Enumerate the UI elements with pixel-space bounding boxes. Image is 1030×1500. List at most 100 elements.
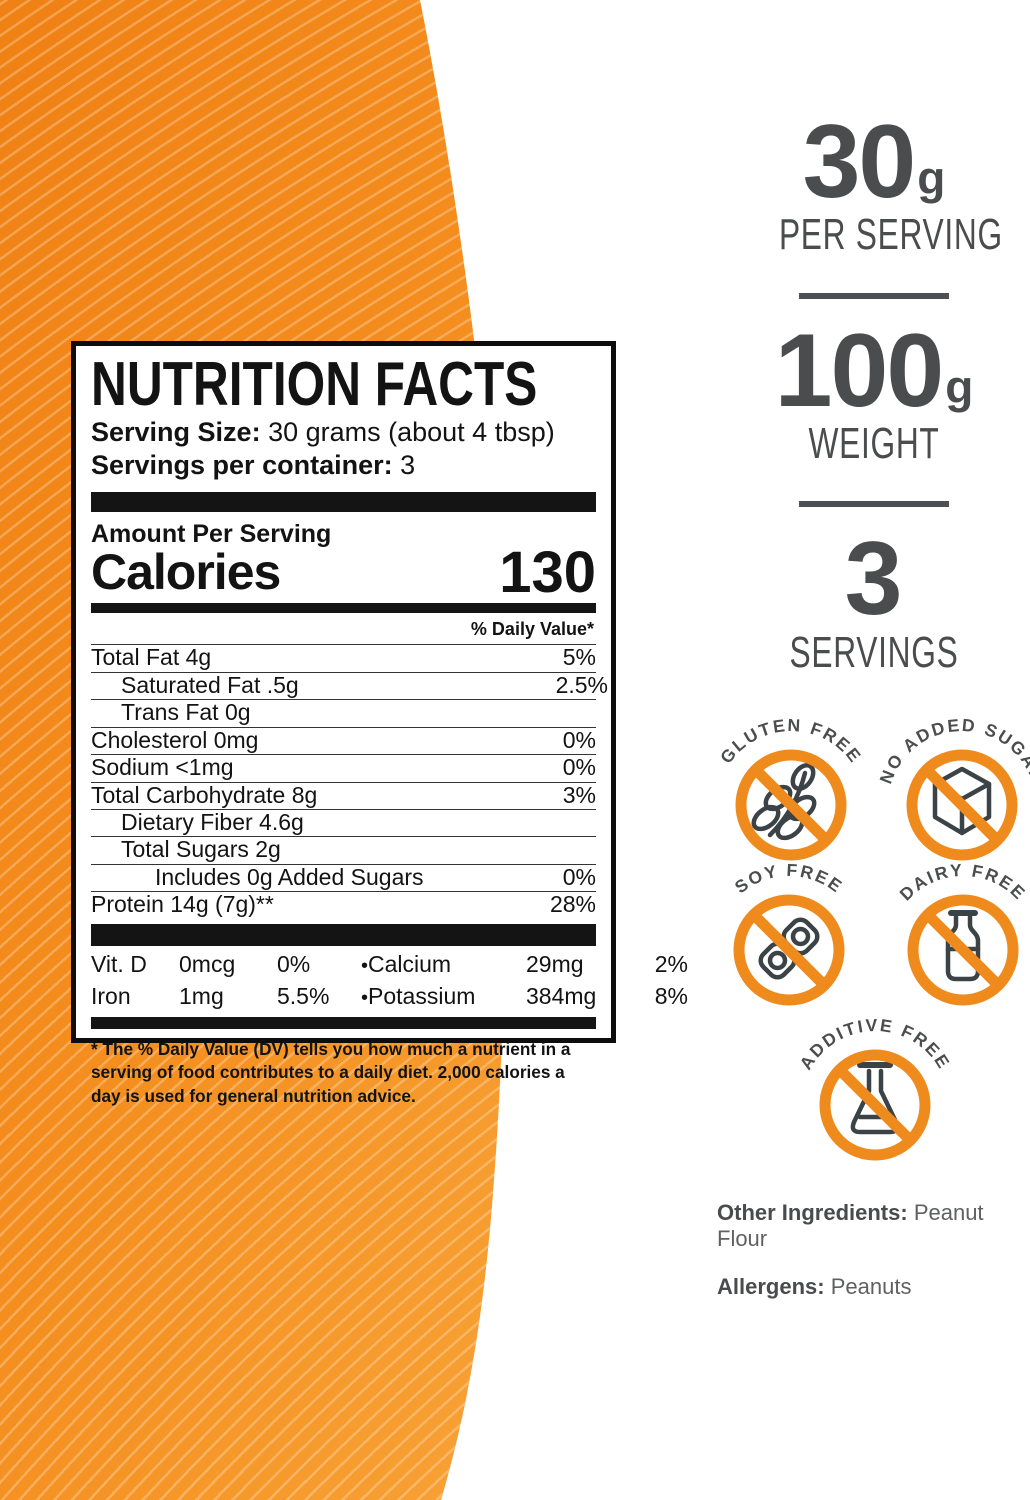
servings-label: Servings per container: (91, 449, 393, 480)
allergens-value: Peanuts (830, 1273, 912, 1299)
nutrient-dv: 2.5% (555, 671, 608, 698)
stat-value: 100 g (742, 312, 1006, 429)
daily-value-header: % Daily Value* (91, 613, 596, 646)
allergens-label: Allergens: (717, 1273, 825, 1299)
stat-number: 3 (844, 521, 903, 638)
stat-number: 30 (802, 104, 917, 220)
badge-additive-free: ADDITIVE FREE (795, 1015, 952, 1161)
table-row: Dietary Fiber 4.6g (91, 808, 596, 838)
badge-soy-free: SOY FREE (731, 860, 847, 1006)
prohibition-slash (924, 911, 1002, 989)
nutrient-label: Total Fat 4g (91, 644, 212, 671)
table-row: Vit. D 0mcg 0% • Calcium 29mg 2% (91, 948, 688, 980)
micro-name: Calcium (368, 950, 452, 977)
prohibition-slash (752, 766, 830, 844)
nutrient-dv: 0% (562, 754, 596, 781)
micro-name: Vit. D (91, 950, 147, 977)
micro-amount: 29mg (526, 950, 584, 977)
micro-amount: 1mg (179, 982, 224, 1009)
prohibition-ring (907, 894, 1019, 1006)
table-row: Saturated Fat .5g 2.5% (91, 671, 608, 701)
nutrient-label: Dietary Fiber 4.6g (121, 808, 304, 835)
divider (799, 292, 949, 299)
prohibition-ring (819, 1049, 931, 1161)
table-row: Includes 0g Added Sugars 0% (91, 863, 596, 893)
stat-label: SERVINGS (789, 627, 959, 677)
badge-gluten-free: GLUTEN FREE (716, 715, 864, 861)
servings-value: 3 (400, 449, 416, 480)
micro-amount: 0mcg (179, 950, 236, 977)
table-row: Total Carbohydrate 8g 3% (91, 783, 596, 810)
separator-bar (91, 491, 596, 512)
stat-servings: 3 SERVINGS (742, 521, 1006, 677)
footer-info: Other Ingredients: Peanut Flour Allergen… (717, 1200, 1030, 1321)
other-ingredients-label: Other Ingredients: (717, 1200, 908, 1225)
table-row: Trans Fat 0g (91, 699, 596, 728)
nutrient-dv: 28% (549, 891, 596, 918)
badge-dairy-free: DAIRY FREE (896, 860, 1028, 1006)
stat-unit: g (917, 152, 946, 205)
nutrient-rows: Total Fat 4g 5% Saturated Fat .5g 2.5% T… (91, 644, 608, 919)
prohibition-slash (836, 1066, 914, 1144)
amount-per-serving-label: Amount Per Serving (91, 519, 332, 548)
calories-value: 130 (499, 539, 596, 605)
nutrient-label: Protein 14g (7g)** (91, 891, 274, 918)
serving-size-value: 30 grams (about 4 tbsp) (268, 417, 555, 447)
prohibition-slash (750, 911, 828, 989)
badge-no-added-sugar: NO ADDED SUGAR (877, 715, 1030, 861)
panel-title: NUTRITION FACTS (91, 350, 538, 419)
other-ingredients-value: Peanut Flour (717, 1200, 984, 1252)
micro-dv: 0% (277, 950, 311, 977)
nutrient-label: Sodium <1mg (91, 754, 234, 781)
nutrient-label: Total Carbohydrate 8g (91, 781, 318, 808)
bullet-separator: • (361, 986, 369, 1009)
micronutrient-rows: Vit. D 0mcg 0% • Calcium 29mg 2% Iron 1m… (91, 948, 688, 1012)
micro-dv: 8% (654, 982, 689, 1009)
allergens-line: Allergens: Peanuts (717, 1274, 1030, 1300)
table-row: Protein 14g (7g)** 28% (91, 892, 596, 918)
table-row: Total Sugars 2g (91, 836, 596, 865)
prohibition-ring (733, 894, 845, 1006)
nutrient-label: Trans Fat 0g (121, 699, 251, 726)
table-row: Cholesterol 0mg 0% (91, 726, 596, 756)
micro-name: Iron (91, 982, 131, 1009)
micro-amount: 384mg (526, 982, 597, 1009)
calories-label: Calories (91, 543, 281, 600)
stat-label: WEIGHT (808, 418, 940, 468)
nutrient-label: Total Sugars 2g (121, 836, 281, 863)
stat-value: 30 g (742, 104, 1006, 220)
prohibition-ring (735, 749, 847, 861)
nutrient-dv: 5% (562, 644, 596, 671)
stat-unit: g (945, 360, 974, 413)
separator-bar (91, 1016, 596, 1029)
table-row: Iron 1mg 5.5% • Potassium 384mg 8% (91, 980, 688, 1012)
stats-column: 30 g PER SERVING 100 g WEIGHT 3 SERVINGS (742, 104, 1006, 677)
nutrient-label: Saturated Fat .5g (121, 671, 299, 698)
serving-size-label: Serving Size: (91, 417, 261, 447)
stat-number: 100 (774, 312, 945, 429)
table-row: Sodium <1mg 0% (91, 754, 596, 783)
stat-weight: 100 g WEIGHT (742, 312, 1006, 468)
daily-value-footnote: * The % Daily Value (DV) tells you how m… (91, 1038, 571, 1106)
other-ingredients-line: Other Ingredients: Peanut Flour (717, 1200, 1030, 1253)
bullet-separator: • (361, 954, 369, 977)
micro-dv: 2% (654, 950, 689, 977)
badge-label: SOY FREE (731, 860, 847, 897)
stat-value: 3 (742, 521, 1006, 638)
nutrient-label: Includes 0g Added Sugars (155, 863, 424, 890)
nutrient-dv: 0% (562, 726, 596, 753)
nutrition-facts-panel: NUTRITION FACTS Serving Size: 30 grams (… (71, 341, 688, 1106)
table-row: Total Fat 4g 5% (91, 644, 596, 673)
separator-bar (91, 603, 596, 614)
nutrient-dv: 3% (562, 781, 596, 808)
stat-label: PER SERVING (778, 210, 1003, 260)
prohibition-ring (906, 749, 1018, 861)
prohibition-slash (923, 766, 1001, 844)
nutrient-dv: 0% (562, 863, 596, 890)
micro-name: Potassium (368, 982, 476, 1009)
servings-per-container-line: Servings per container: 3 (91, 450, 596, 482)
separator-bar (91, 923, 596, 946)
calories-row: Calories 130 (91, 539, 596, 605)
micro-dv: 5.5% (277, 982, 330, 1009)
